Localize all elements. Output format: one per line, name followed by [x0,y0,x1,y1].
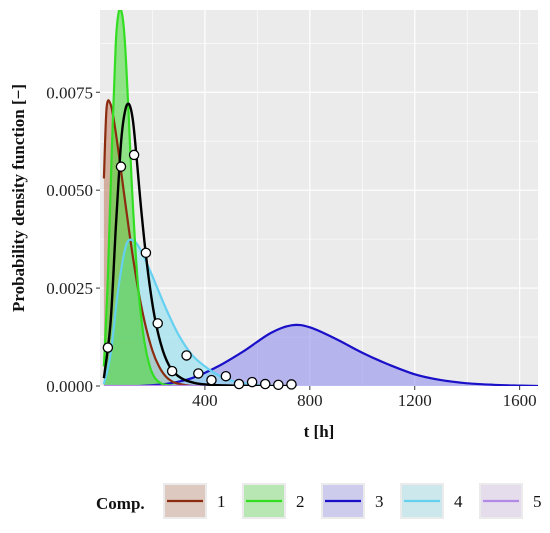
y-tick-label: 0.0000 [46,377,93,396]
observation-point [128,149,140,161]
x-axis: 400 800 1200 1600 [192,386,537,410]
legend-item-5: 5 [479,483,542,519]
legend-label: 1 [217,492,226,511]
observation-point [259,378,271,390]
series-area-3 [139,324,538,386]
observation-point [193,368,204,379]
observation-point [166,365,178,377]
x-tick-label: 1600 [503,391,537,410]
y-tick-label: 0.0025 [46,279,93,298]
series-area-2 [103,10,179,386]
observation-point [152,318,163,329]
legend-label: 4 [454,492,463,511]
y-tick-label: 0.0075 [46,83,93,102]
y-axis: 0.0000 0.0025 0.0050 0.0075 [46,83,100,396]
y-axis-title: Probability density function [−] [9,84,28,312]
legend-item-2: 2 [242,483,305,519]
series-line-2 [102,10,179,386]
y-tick-label: 0.0050 [46,181,93,200]
observation-point [102,342,114,353]
observation-points [102,149,297,391]
legend: Comp. 1 2 3 4 5 [96,483,542,519]
observation-point [233,378,245,390]
observation-point [140,247,152,259]
observation-point [220,370,232,382]
x-axis-title: t [h] [304,422,335,441]
observation-point [181,350,192,361]
observation-point [115,161,127,172]
legend-label: 2 [296,492,305,511]
legend-title: Comp. [96,494,145,513]
series-line-1 [102,99,195,386]
legend-label: 3 [375,492,384,511]
legend-item-4: 4 [400,483,463,519]
observation-point [286,379,297,390]
x-tick-label: 1200 [398,391,432,410]
legend-label: 5 [533,492,542,511]
legend-item-1: 1 [163,483,226,519]
x-tick-label: 400 [192,391,218,410]
legend-item-3: 3 [321,483,384,519]
observation-point [273,379,284,391]
x-tick-label: 800 [297,391,323,410]
observation-point [206,374,217,386]
observation-point [246,376,258,388]
